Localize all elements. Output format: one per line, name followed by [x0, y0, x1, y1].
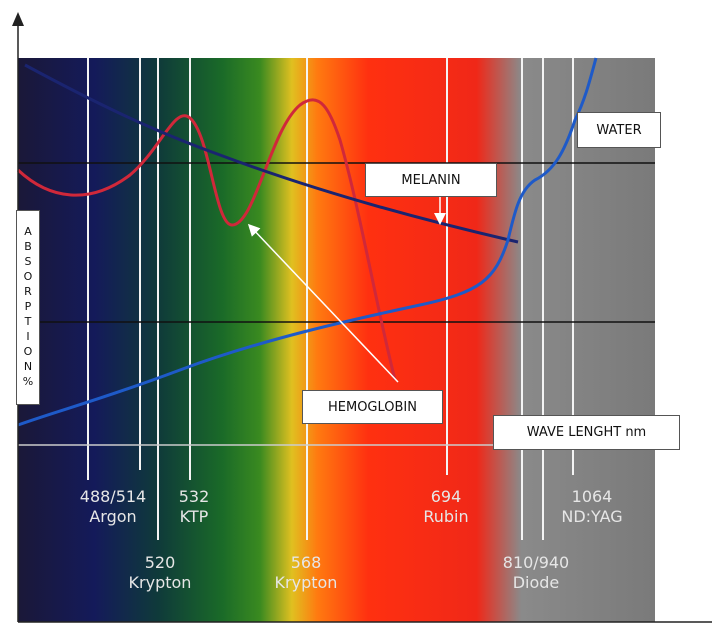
x-axis-label: WAVE LENGHT nm — [493, 415, 680, 450]
spectrum-background — [18, 58, 655, 622]
laser-wavelength: 520 — [145, 553, 176, 572]
hemoglobin-label: HEMOGLOBIN — [302, 390, 443, 424]
laser-name: Rubin — [423, 507, 468, 526]
laser-name: Argon — [89, 507, 136, 526]
laser-wavelength: 694 — [431, 487, 462, 506]
laser-wavelength: 568 — [291, 553, 322, 572]
laser-wavelength: 488/514 — [80, 487, 146, 506]
laser-name: ND:YAG — [561, 507, 622, 526]
y-axis-label: ABSORPTION% — [16, 210, 40, 405]
laser-name: Krypton — [275, 573, 338, 592]
diagram: 488/514 Argon 532 KTP 520 Krypton 568 Kr… — [0, 0, 722, 627]
laser-wavelength: 810/940 — [503, 553, 569, 572]
spectrum-chart: 488/514 Argon 532 KTP 520 Krypton 568 Kr… — [0, 0, 722, 627]
laser-name: Diode — [513, 573, 560, 592]
water-label: WATER — [577, 112, 661, 148]
laser-wavelength: 532 — [179, 487, 210, 506]
laser-name: KTP — [180, 507, 209, 526]
laser-name: Krypton — [129, 573, 192, 592]
y-axis-arrow — [12, 12, 24, 26]
laser-wavelength: 1064 — [572, 487, 613, 506]
melanin-label: MELANIN — [365, 163, 497, 197]
